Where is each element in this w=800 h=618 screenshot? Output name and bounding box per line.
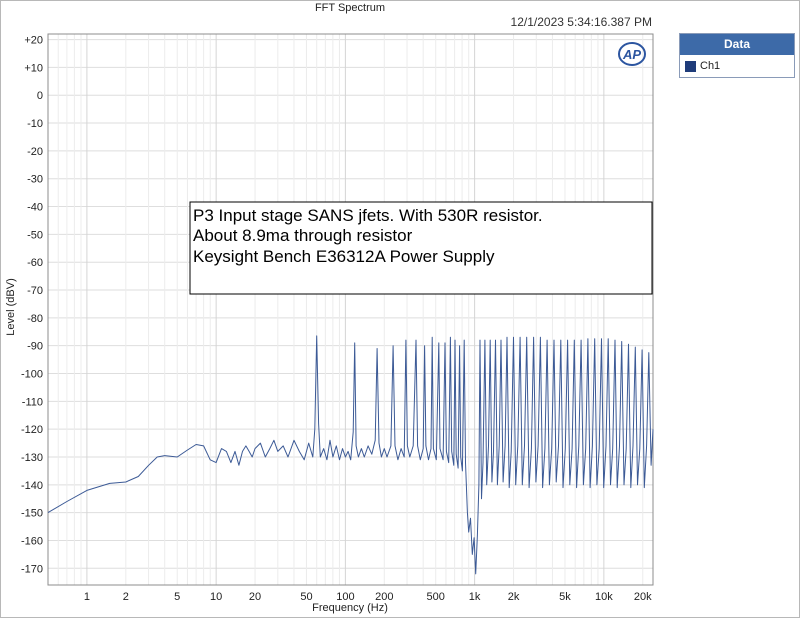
x-tick-label: 10k — [595, 591, 613, 603]
y-tick-label: +20 — [24, 35, 43, 47]
y-tick-label: +10 — [24, 62, 43, 74]
legend-item-label: Ch1 — [700, 60, 721, 72]
y-axis-title: Level (dBV) — [5, 278, 17, 335]
y-tick-label: -170 — [21, 563, 43, 575]
annotation-line-2: About 8.9ma through resistor — [193, 226, 413, 245]
chart-title: FFT Spectrum — [315, 2, 385, 14]
y-tick-label: -60 — [27, 257, 43, 269]
y-tick-label: -140 — [21, 480, 43, 492]
x-tick-label: 50 — [300, 591, 312, 603]
y-tick-label: -30 — [27, 174, 43, 186]
series-line-ch1[interactable] — [47, 335, 654, 575]
x-tick-label: 5k — [559, 591, 571, 603]
x-tick-labels: 1 2 5 10 20 50 100 200 500 1k 2k 5k 10k 20k — [84, 591, 652, 603]
annotation-box[interactable]: P3 Input stage SANS jfets. With 530R res… — [189, 201, 653, 295]
y-tick-label: -40 — [27, 202, 43, 214]
y-tick-label: -50 — [27, 229, 43, 241]
x-axis-title: Frequency (Hz) — [312, 602, 388, 614]
y-tick-label: -100 — [21, 369, 43, 381]
y-tick-label: -130 — [21, 452, 43, 464]
ap-logo-text: AP — [622, 47, 641, 62]
x-tick-label: 500 — [427, 591, 445, 603]
legend-title: Data — [680, 34, 794, 55]
x-tick-label: 20 — [249, 591, 261, 603]
legend-swatch — [685, 60, 696, 72]
x-tick-label: 200 — [375, 591, 393, 603]
x-tick-label: 10 — [210, 591, 222, 603]
annotation-line-3: Keysight Bench E36312A Power Supply — [193, 247, 495, 266]
y-tick-label: -110 — [22, 396, 43, 408]
x-tick-label: 20k — [634, 591, 652, 603]
x-tick-label: 5 — [174, 591, 180, 603]
plot-area-border — [47, 33, 654, 586]
legend-item-ch1[interactable]: Ch1 — [680, 55, 794, 77]
legend-panel[interactable]: Data Ch1 — [679, 33, 795, 78]
x-tick-label: 1 — [84, 591, 90, 603]
y-tick-label: -80 — [27, 313, 43, 325]
ap-logo-icon: AP — [618, 42, 646, 66]
y-tick-label: -70 — [27, 285, 43, 297]
y-tick-labels: +20 +10 0 -10 -20 -30 -40 -50 -60 -70 -80 -90 -100 -1… — [21, 35, 43, 576]
y-tick-label: -10 — [27, 118, 43, 130]
series-group[interactable] — [47, 335, 654, 575]
x-tick-label: 100 — [336, 591, 354, 603]
y-tick-label: -20 — [27, 146, 43, 158]
y-tick-label: -160 — [21, 535, 43, 547]
y-tick-label: -120 — [21, 424, 43, 436]
y-tick-label: -150 — [21, 508, 43, 520]
x-tick-label: 2 — [123, 591, 129, 603]
grid-lines — [47, 34, 653, 585]
timestamp: 12/1/2023 5:34:16.387 PM — [511, 15, 652, 29]
x-tick-label: 1k — [469, 591, 481, 603]
ap-logo-ring — [618, 42, 646, 66]
annotation-frame — [189, 201, 653, 295]
y-tick-label: 0 — [37, 90, 43, 102]
y-tick-label: -90 — [27, 341, 43, 353]
x-tick-label: 2k — [508, 591, 520, 603]
annotation-line-1: P3 Input stage SANS jfets. With 530R res… — [193, 206, 543, 225]
